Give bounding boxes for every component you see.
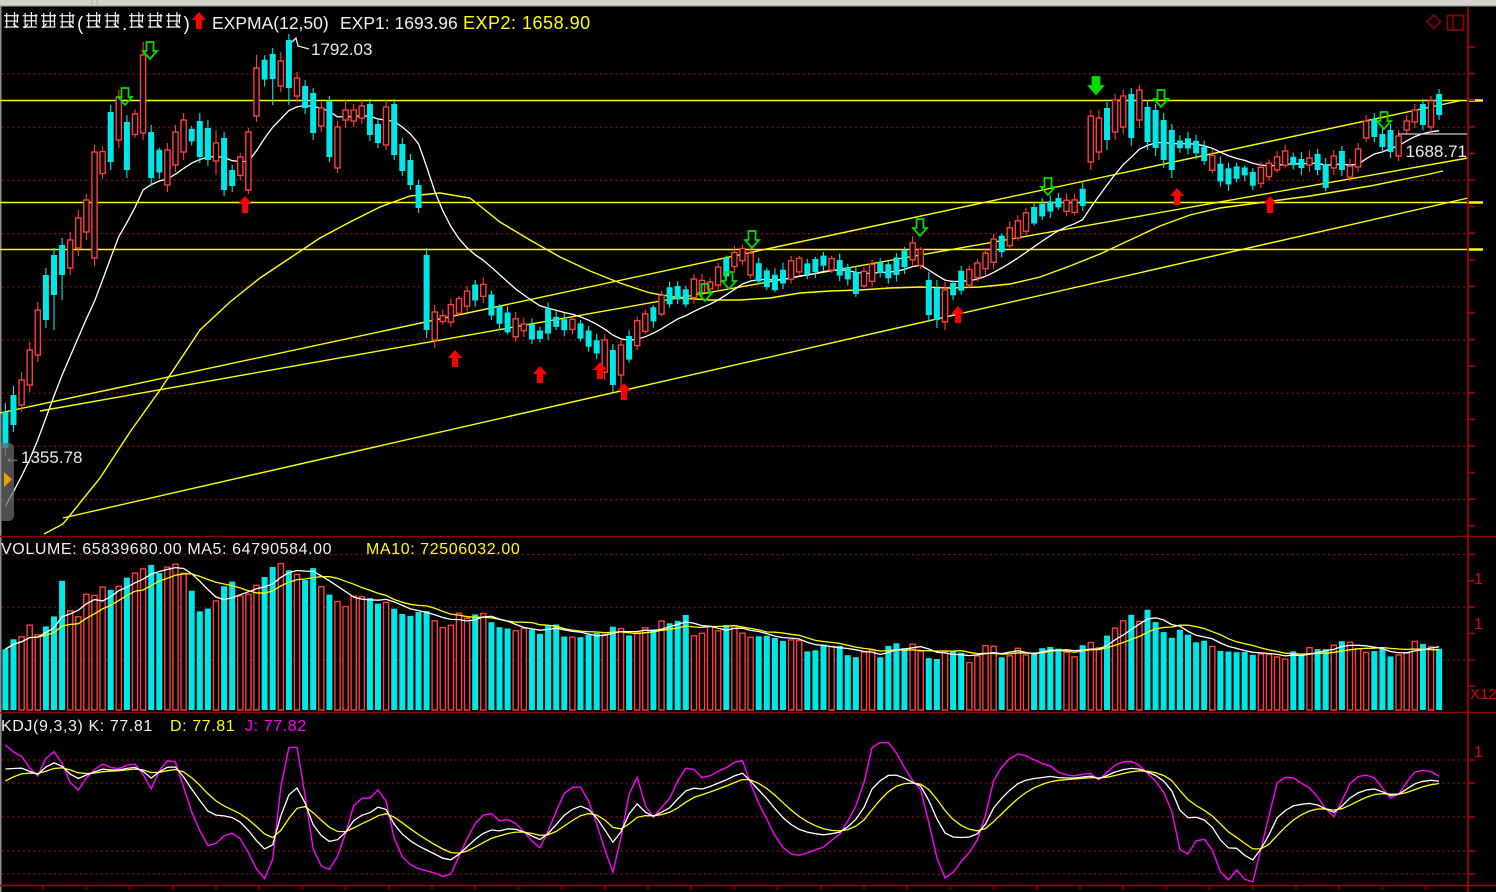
svg-text:EXPMA(12,50): EXPMA(12,50) bbox=[212, 13, 329, 33]
svg-text:1688.71: 1688.71 bbox=[1406, 142, 1467, 161]
svg-text:X12: X12 bbox=[1470, 686, 1496, 703]
svg-text:1: 1 bbox=[1474, 616, 1483, 633]
svg-text:1: 1 bbox=[1474, 744, 1483, 761]
svg-text:KDJ(9,3,3) K: 77.81: KDJ(9,3,3) K: 77.81 bbox=[1, 718, 153, 735]
svg-text:): ) bbox=[184, 14, 190, 35]
svg-text:(: ( bbox=[77, 14, 84, 35]
svg-text:MA10: 72506032.00: MA10: 72506032.00 bbox=[366, 541, 520, 558]
svg-text:VOLUME: 65839680.00 MA5: 6479: VOLUME: 65839680.00 MA5: 64790584.00 bbox=[1, 541, 332, 558]
svg-text:J: 77.82: J: 77.82 bbox=[245, 718, 307, 735]
svg-text:EXP1: 1693.96: EXP1: 1693.96 bbox=[340, 13, 458, 33]
svg-text:1: 1 bbox=[1474, 571, 1483, 588]
svg-text:.: . bbox=[122, 14, 127, 35]
svg-text:D: 77.81: D: 77.81 bbox=[170, 718, 235, 735]
svg-text:EXP2: 1658.90: EXP2: 1658.90 bbox=[463, 13, 591, 33]
svg-text:1792.03: 1792.03 bbox=[311, 40, 372, 59]
svg-text:←1355.78: ←1355.78 bbox=[4, 448, 82, 467]
